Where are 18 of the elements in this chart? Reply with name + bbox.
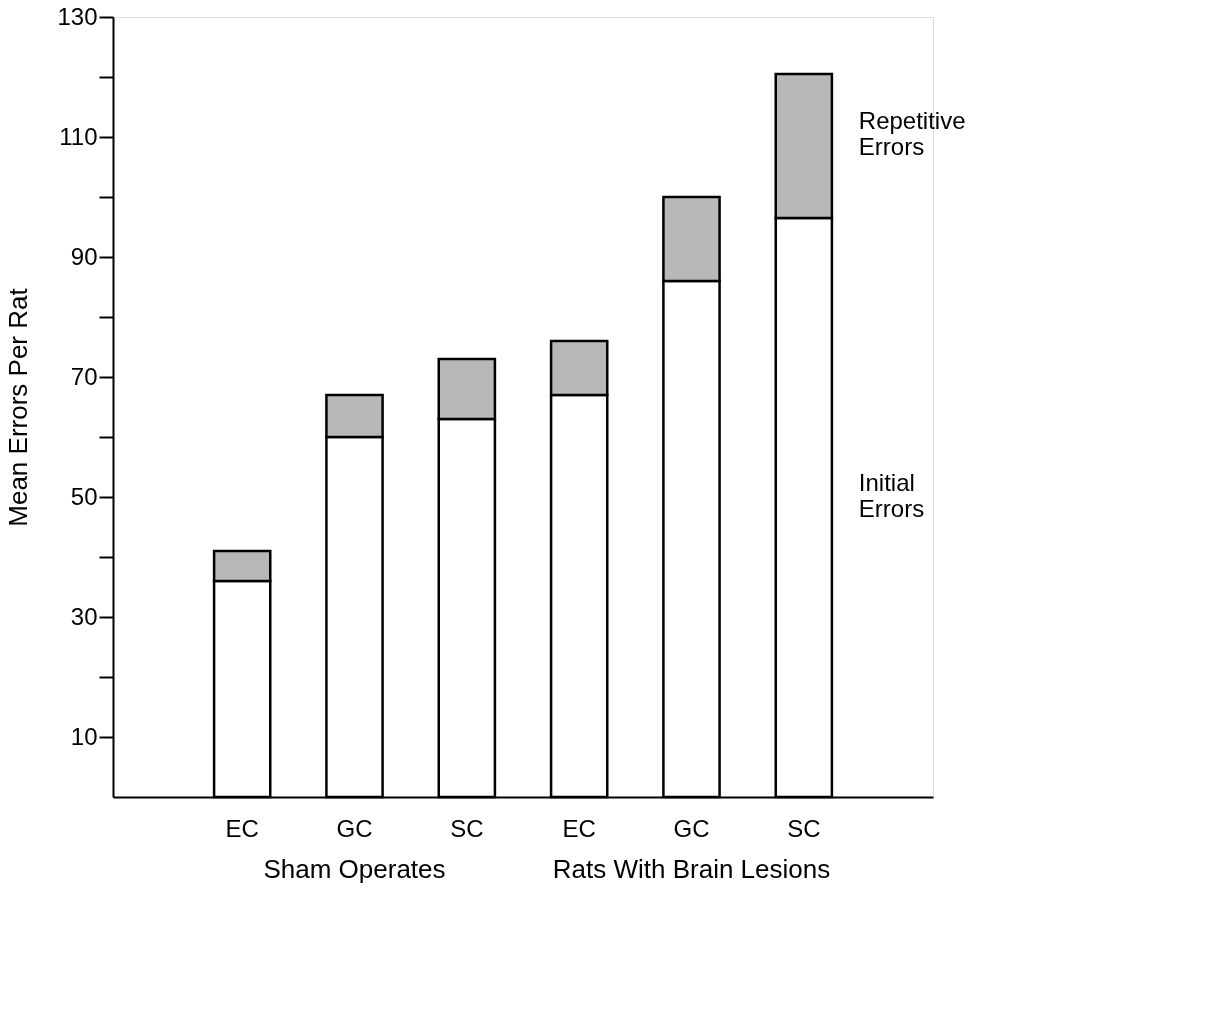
y-axis-title: Mean Errors Per Rat [3, 287, 34, 527]
y-tick-label: 90 [70, 242, 98, 270]
x-tick-label: EC [562, 814, 596, 842]
text: Rats With Brain Lesions [552, 854, 831, 884]
series-label: Repetitive Errors [858, 107, 966, 160]
y-tick-label: 70 [70, 362, 98, 390]
x-tick-label: SC [787, 814, 821, 842]
x-tick-label: SC [450, 814, 484, 842]
y-tick-label: 30 [70, 602, 98, 630]
x-tick-label: EC [225, 814, 259, 842]
y-tick-label: 130 [57, 2, 98, 30]
y-tick-label: 10 [70, 722, 98, 750]
y-tick-label: 50 [70, 482, 98, 510]
x-tick-label: GC [673, 814, 710, 842]
series-label: Initial Errors [858, 468, 925, 522]
y-tick-label: 110 [59, 122, 98, 150]
x-tick-label: GC [336, 814, 373, 842]
text: Sham Operates [263, 854, 446, 884]
